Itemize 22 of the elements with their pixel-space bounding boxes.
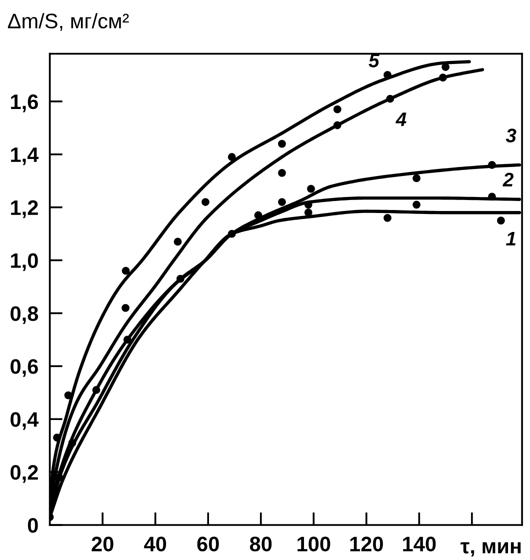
- series-label: 3: [506, 128, 516, 142]
- y-tick-label: 1,0: [11, 253, 38, 272]
- series-label: 4: [396, 112, 406, 126]
- y-tick-label: 1,4: [11, 148, 39, 166]
- series-label: 1: [506, 232, 516, 246]
- y-tick-label: 0,2: [10, 465, 38, 483]
- x-tick-label: 80: [250, 536, 272, 552]
- y-tick-label: 0,8: [10, 306, 38, 324]
- y-tick-label: 1,2: [11, 200, 38, 218]
- x-tick-label: 60: [197, 536, 219, 552]
- y-tick-label: 0,4: [10, 412, 39, 430]
- y-axis-title: Δm/S, мг/см²: [8, 13, 129, 31]
- x-tick-label: 40: [144, 536, 166, 552]
- x-tick-label: 120: [350, 536, 383, 552]
- x-tick-label: 100: [298, 536, 330, 552]
- x-tick-label: 140: [403, 536, 436, 552]
- x-axis-title: τ, мин: [460, 542, 521, 557]
- y-tick-label: 0,6: [10, 359, 38, 377]
- x-tick-label: 20: [92, 536, 114, 552]
- y-tick-label: 1,6: [11, 94, 38, 112]
- y-tick-label: 0: [28, 518, 38, 533]
- series-label: 2: [502, 172, 514, 186]
